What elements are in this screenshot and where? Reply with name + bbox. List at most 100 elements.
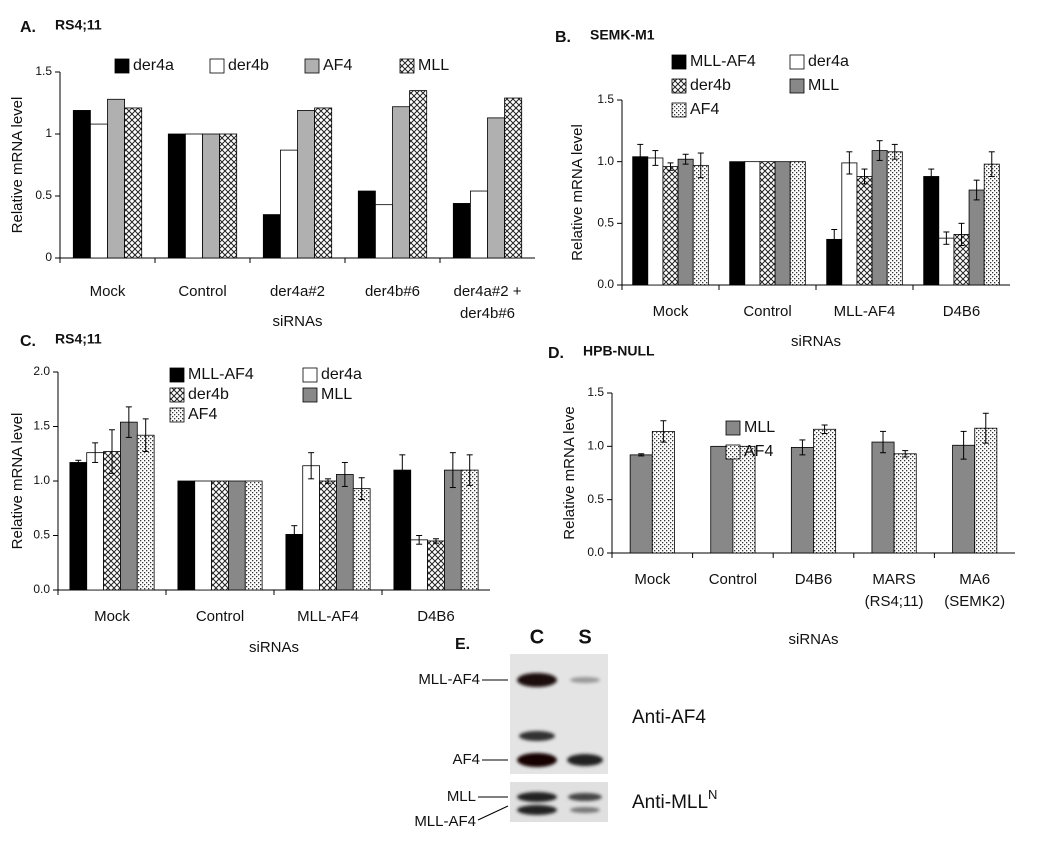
y-tick-label: 1.5 xyxy=(35,64,52,78)
lane-label: C xyxy=(530,626,544,648)
band-label: MLL xyxy=(447,788,476,805)
error-bar xyxy=(660,420,667,443)
antibody-name: Anti-MLL xyxy=(632,792,708,813)
error-bar xyxy=(308,452,315,480)
bar xyxy=(729,161,746,286)
y-tick-label: 1.5 xyxy=(587,385,604,399)
x-tick-label: Mock xyxy=(634,571,670,588)
bar xyxy=(302,465,320,591)
bar xyxy=(297,110,316,259)
bar xyxy=(319,480,337,591)
bar xyxy=(194,480,212,591)
x-tick-label: der4b#6 xyxy=(460,305,515,322)
error-bar xyxy=(846,151,853,175)
y-tick-label: 2.0 xyxy=(33,364,50,378)
legend-swatch xyxy=(671,54,687,70)
band-label: AF4 xyxy=(452,751,480,768)
y-tick-label: 0.5 xyxy=(587,492,604,506)
error-bar xyxy=(92,442,99,463)
bar xyxy=(244,480,263,591)
error-bar xyxy=(876,140,883,161)
error-bar xyxy=(902,450,909,458)
legend-label: AF4 xyxy=(690,101,719,118)
blot-band xyxy=(570,677,600,683)
bar xyxy=(279,149,298,259)
bar xyxy=(983,163,1000,286)
bar xyxy=(893,453,917,554)
error-bar xyxy=(667,162,674,171)
error-bar xyxy=(466,454,473,486)
legend-swatch xyxy=(789,54,805,70)
bar xyxy=(120,421,138,591)
legend-swatch xyxy=(169,387,185,403)
bar xyxy=(202,133,221,259)
legend-swatch xyxy=(789,78,805,94)
y-axis-label: Relative mRNA leve xyxy=(561,406,578,539)
bar xyxy=(651,430,675,554)
legend-label: MLL xyxy=(321,386,352,403)
bar xyxy=(262,214,281,259)
x-tick-label: Control xyxy=(709,571,757,588)
x-axis-label: siRNAs xyxy=(788,631,838,648)
error-bar xyxy=(341,461,348,487)
legend-swatch xyxy=(114,58,130,74)
bar xyxy=(86,452,104,591)
blot-membrane xyxy=(510,782,608,822)
error-bar xyxy=(109,429,115,474)
bar xyxy=(487,117,506,259)
bar xyxy=(886,151,903,286)
legend-swatch xyxy=(725,444,741,460)
legend-label: MLL-AF4 xyxy=(690,53,756,70)
error-bar xyxy=(697,152,704,179)
bar xyxy=(469,190,488,259)
chart-title: RS4;11 xyxy=(55,331,102,347)
y-tick-label: 1.5 xyxy=(33,419,50,433)
bar xyxy=(871,150,888,286)
antibody-superscript: N xyxy=(708,787,717,802)
bar xyxy=(336,474,354,591)
bar xyxy=(90,123,108,259)
bar xyxy=(410,539,428,591)
error-bar xyxy=(75,459,82,466)
blot-band xyxy=(567,754,603,766)
x-tick-label: Mock xyxy=(90,283,126,300)
blot-band xyxy=(517,792,557,802)
chart-title: SEMK-M1 xyxy=(590,27,655,43)
blot-band xyxy=(517,673,557,687)
x-axis-label: siRNAs xyxy=(249,639,299,656)
blot-band xyxy=(517,753,557,767)
bar xyxy=(662,166,679,286)
error-bar xyxy=(358,477,365,501)
bar xyxy=(938,237,955,286)
error-bar xyxy=(652,150,659,166)
legend-label: AF4 xyxy=(188,406,217,423)
blot-membrane xyxy=(510,654,608,774)
bar xyxy=(211,480,229,591)
error-bar xyxy=(416,535,423,545)
y-tick-label: 1.0 xyxy=(33,473,50,487)
x-tick-label: (SEMK2) xyxy=(944,593,1005,610)
bar xyxy=(841,162,858,286)
legend-swatch xyxy=(169,367,185,383)
legend-swatch xyxy=(725,420,741,436)
legend-label: AF4 xyxy=(744,443,773,460)
y-tick-label: 0.5 xyxy=(597,216,614,230)
legend-label: MLL xyxy=(744,419,775,436)
bar xyxy=(974,427,998,554)
error-bar xyxy=(958,222,965,247)
y-tick-label: 0.5 xyxy=(33,528,50,542)
legend-swatch xyxy=(209,58,225,74)
error-bar xyxy=(982,412,989,444)
bar xyxy=(177,480,196,591)
y-tick-label: 0.0 xyxy=(587,545,604,559)
x-tick-label: Mock xyxy=(653,303,689,320)
bar xyxy=(124,107,143,259)
error-bar xyxy=(399,454,406,486)
bar xyxy=(759,161,776,286)
legend-label: der4b xyxy=(690,77,731,94)
x-tick-label: MA6 xyxy=(959,571,990,588)
bar xyxy=(813,428,837,554)
x-tick-label: D4B6 xyxy=(943,303,981,320)
error-bar xyxy=(325,478,331,484)
error-bar xyxy=(637,143,644,170)
